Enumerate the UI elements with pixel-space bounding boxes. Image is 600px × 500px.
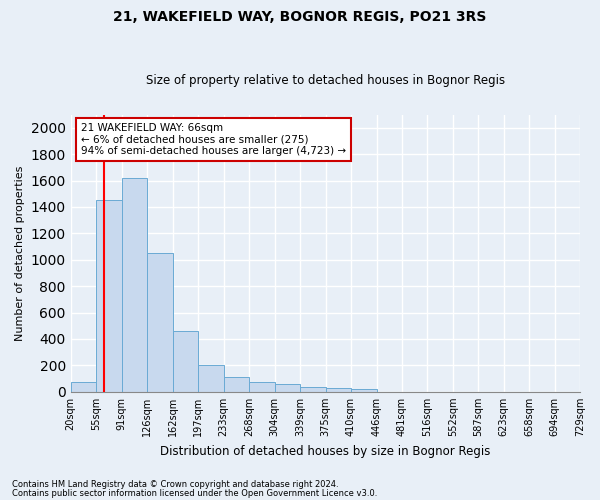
Bar — [71, 382, 96, 392]
Bar — [351, 389, 377, 392]
Bar — [326, 388, 351, 392]
X-axis label: Distribution of detached houses by size in Bognor Regis: Distribution of detached houses by size … — [160, 444, 491, 458]
Bar — [96, 200, 122, 392]
Text: 21, WAKEFIELD WAY, BOGNOR REGIS, PO21 3RS: 21, WAKEFIELD WAY, BOGNOR REGIS, PO21 3R… — [113, 10, 487, 24]
Bar — [300, 386, 326, 392]
Bar — [122, 178, 147, 392]
Bar — [198, 366, 224, 392]
Y-axis label: Number of detached properties: Number of detached properties — [15, 166, 25, 341]
Text: Contains HM Land Registry data © Crown copyright and database right 2024.: Contains HM Land Registry data © Crown c… — [12, 480, 338, 489]
Title: Size of property relative to detached houses in Bognor Regis: Size of property relative to detached ho… — [146, 74, 505, 87]
Text: Contains public sector information licensed under the Open Government Licence v3: Contains public sector information licen… — [12, 488, 377, 498]
Bar — [173, 331, 198, 392]
Bar — [249, 382, 275, 392]
Bar — [224, 378, 249, 392]
Bar — [147, 253, 173, 392]
Text: 21 WAKEFIELD WAY: 66sqm
← 6% of detached houses are smaller (275)
94% of semi-de: 21 WAKEFIELD WAY: 66sqm ← 6% of detached… — [81, 123, 346, 156]
Bar — [275, 384, 300, 392]
